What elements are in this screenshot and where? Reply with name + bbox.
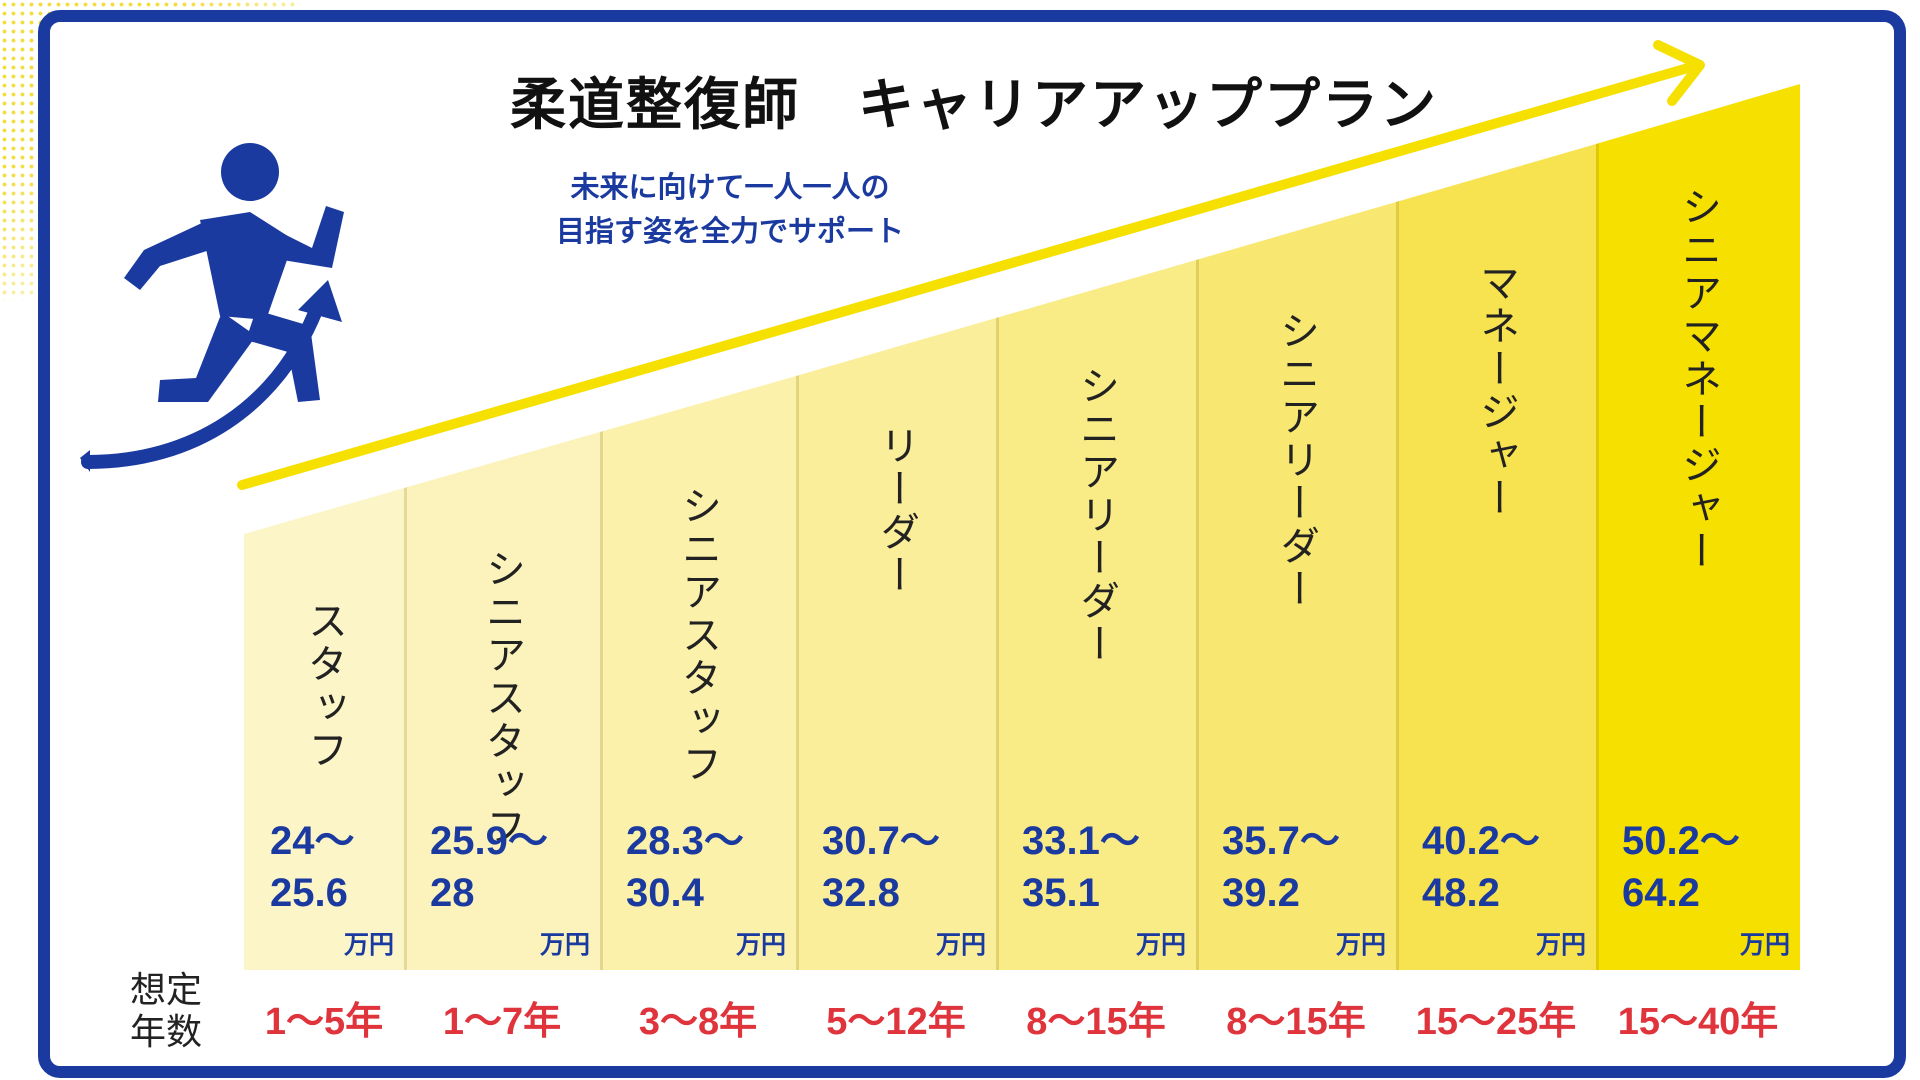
column-divider <box>1396 144 1399 970</box>
column-divider <box>1596 84 1599 970</box>
stage-years: 15〜25年 <box>1415 1001 1577 1043</box>
salary-min: 30.7〜 <box>822 819 940 863</box>
salary-unit: 万円 <box>1135 930 1186 959</box>
stage-salary: 24〜 25.6 <box>270 815 404 919</box>
stage-salary: 30.7〜 32.8 <box>822 815 996 919</box>
salary-unit: 万円 <box>935 930 986 959</box>
stage-years: 1〜5年 <box>264 1001 384 1043</box>
salary-min: 35.7〜 <box>1222 819 1340 863</box>
salary-unit: 万円 <box>1335 930 1386 959</box>
page-title: 柔道整復師 キャリアアッププラン <box>510 73 1438 138</box>
salary-min: 25.9〜 <box>430 819 548 863</box>
stage-column: リーダー 30.7〜 32.8 万円 <box>796 318 996 970</box>
salary-max: 32.8 <box>822 871 900 915</box>
salary-max: 35.1 <box>1022 871 1100 915</box>
column-divider <box>600 376 603 970</box>
salary-unit: 万円 <box>735 930 786 959</box>
salary-min: 33.1〜 <box>1022 819 1140 863</box>
stage-column: シニアリーダー 33.1〜 35.1 万円 <box>996 260 1196 970</box>
stage-role: スタッフ <box>301 600 347 772</box>
salary-min: 40.2〜 <box>1422 819 1540 863</box>
salary-max: 25.6 <box>270 871 348 915</box>
stage-role: シニアマネージャー <box>1675 186 1721 573</box>
column-divider <box>796 318 799 970</box>
salary-min: 50.2〜 <box>1622 819 1740 863</box>
stage-role: マネージャー <box>1473 262 1519 520</box>
stage-years: 5〜12年 <box>826 1001 966 1043</box>
stage-column: スタッフ 24〜 25.6 万円 <box>244 488 404 970</box>
salary-max: 48.2 <box>1422 871 1500 915</box>
subtitle-line-2: 目指す姿を全力でサポート <box>555 214 904 248</box>
stage-role: シニアリーダー <box>1073 365 1119 666</box>
years-label-line-2: 年数 <box>130 1012 203 1053</box>
stage-role: シニアリーダー <box>1273 310 1319 611</box>
stage-years: 15〜40年 <box>1617 1001 1779 1043</box>
stage-years: 8〜15年 <box>1226 1001 1366 1043</box>
stage-salary: 50.2〜 64.2 <box>1622 815 1800 919</box>
salary-max: 28 <box>430 871 475 915</box>
subtitle-line-1: 未来に向けて一人一人の <box>570 170 890 204</box>
years-label: 想定 年数 <box>130 970 202 1054</box>
stage-column: シニアリーダー 35.7〜 39.2 万円 <box>1196 202 1396 970</box>
subtitle: 未来に向けて一人一人の 目指す姿を全力でサポート <box>500 165 960 253</box>
stage-salary: 35.7〜 39.2 <box>1222 815 1396 919</box>
stage-column: シニアスタッフ 28.3〜 30.4 万円 <box>600 376 796 970</box>
salary-max: 64.2 <box>1622 871 1700 915</box>
stage-salary: 33.1〜 35.1 <box>1022 815 1196 919</box>
salary-max: 39.2 <box>1222 871 1300 915</box>
salary-min: 24〜 <box>270 819 355 863</box>
salary-max: 30.4 <box>626 871 704 915</box>
stage-salary: 28.3〜 30.4 <box>626 815 796 919</box>
column-divider <box>404 432 407 970</box>
stage-column: シニアスタッフ 25.9〜 28 万円 <box>404 432 600 970</box>
stage-years: 3〜8年 <box>638 1001 758 1043</box>
stage-salary: 25.9〜 28 <box>430 815 600 919</box>
salary-unit: 万円 <box>539 930 590 959</box>
stage-role: シニアスタッフ <box>479 548 525 849</box>
column-divider <box>996 260 999 970</box>
salary-unit: 万円 <box>1739 930 1790 959</box>
runner-icon <box>80 143 344 472</box>
stage-column: シニアマネージャー 50.2〜 64.2 万円 <box>1596 84 1800 970</box>
stage-role: シニアスタッフ <box>675 485 721 786</box>
salary-unit: 万円 <box>1535 930 1586 959</box>
salary-unit: 万円 <box>343 930 394 959</box>
stage-role: リーダー <box>873 425 919 597</box>
stage-salary: 40.2〜 48.2 <box>1422 815 1596 919</box>
stage-years: 8〜15年 <box>1026 1001 1166 1043</box>
years-label-line-1: 想定 <box>130 970 203 1011</box>
stage-column: マネージャー 40.2〜 48.2 万円 <box>1396 144 1596 970</box>
stage-years: 1〜7年 <box>442 1001 562 1043</box>
column-divider <box>1196 202 1199 970</box>
salary-min: 28.3〜 <box>626 819 744 863</box>
